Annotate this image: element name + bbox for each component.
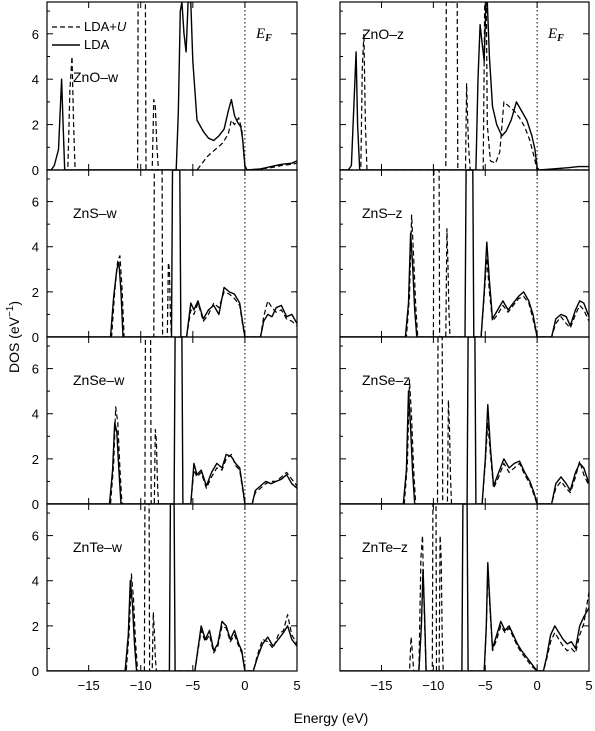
legend: LDA+U LDA [52, 19, 127, 52]
x-tick-label: −5 [185, 678, 200, 693]
y-tick-label: 4 [32, 72, 39, 87]
y-tick-label: 0 [32, 664, 39, 679]
series-lda-u-line [340, 504, 589, 671]
y-tick-label: 2 [32, 452, 39, 467]
series-lda-u-line [47, 504, 297, 671]
panel-frame [339, 336, 590, 505]
y-tick-label: 6 [32, 27, 39, 42]
panel-label: ZnO–w [73, 69, 119, 85]
panel-znte-z: −15 −10 −5 0 5 ZnTe–z [339, 503, 593, 693]
legend-solid-label: LDA [84, 37, 110, 52]
series-lda-line [47, 170, 297, 337]
panel-label: ZnO–z [362, 26, 404, 42]
panel-frame [339, 503, 590, 672]
y-tick-label: 2 [32, 118, 39, 133]
series-lda-u-line [47, 170, 297, 337]
x-tick-label: 0 [241, 678, 248, 693]
panel-znte-w: 0 2 4 6 −15 −10 −5 0 5 ZnTe–w [32, 503, 301, 693]
series-lda-line [340, 504, 589, 671]
panel-label: ZnSe–z [362, 372, 410, 388]
panel-znse-w: 0 2 4 6 ZnSe–w [32, 336, 298, 512]
panel-label: ZnS–w [73, 205, 117, 221]
y-axis-title: DOS (eV−1) [5, 301, 22, 373]
series-lda-u-line [47, 337, 297, 504]
series-lda-line [47, 504, 297, 671]
x-tick-label: −15 [370, 678, 392, 693]
y-tick-label: 2 [32, 619, 39, 634]
y-tick-label: 4 [32, 574, 39, 589]
panel-znse-z: ZnSe–z [339, 336, 590, 505]
y-tick-label: 6 [32, 529, 39, 544]
y-tick-label: 6 [32, 195, 39, 210]
legend-dashed-label: LDA+U [84, 19, 127, 34]
panels-layer: 0 2 4 6 ZnO–w ZnO–z 0 2 4 6 ZnS–w ZnS–z 0 2 4 6 ZnSe–w Zn… [32, 1, 593, 693]
y-tick-label: 0 [32, 163, 39, 178]
x-tick-label: −10 [422, 678, 444, 693]
series-lda-line [47, 337, 297, 504]
x-axis-title: Energy (eV) [294, 710, 369, 726]
panel-zno-w: 0 2 4 6 ZnO–w [32, 1, 298, 178]
panel-zns-w: 0 2 4 6 ZnS–w [32, 169, 298, 345]
x-tick-label: −5 [478, 678, 493, 693]
x-tick-label: −10 [130, 678, 152, 693]
y-tick-label: 0 [32, 330, 39, 345]
series-lda-line [340, 170, 589, 337]
panel-label: ZnTe–w [73, 539, 123, 555]
panel-label: ZnSe–w [73, 372, 125, 388]
panel-label: ZnS–z [362, 205, 402, 221]
panel-frame [46, 503, 298, 672]
series-lda-u-line [340, 2, 589, 170]
panel-label: ZnTe–z [362, 539, 408, 555]
fermi-label-left: EF [255, 26, 272, 44]
y-tick-label: 0 [32, 497, 39, 512]
x-tick-label: 5 [293, 678, 300, 693]
y-tick-label: 2 [32, 285, 39, 300]
series-lda-u-line [340, 170, 589, 337]
series-lda-u-line [47, 2, 297, 170]
panel-zns-z: ZnS–z [339, 169, 590, 338]
x-tick-label: 0 [534, 678, 541, 693]
x-tick-label: −15 [78, 678, 100, 693]
fermi-label-right: EF [547, 26, 564, 44]
y-tick-label: 4 [32, 407, 39, 422]
x-tick-label: 5 [585, 678, 592, 693]
y-tick-label: 4 [32, 240, 39, 255]
series-lda-line [340, 337, 589, 504]
panel-frame [46, 336, 298, 505]
y-tick-label: 6 [32, 362, 39, 377]
series-lda-u-line [340, 337, 589, 504]
series-lda-line [47, 2, 297, 170]
